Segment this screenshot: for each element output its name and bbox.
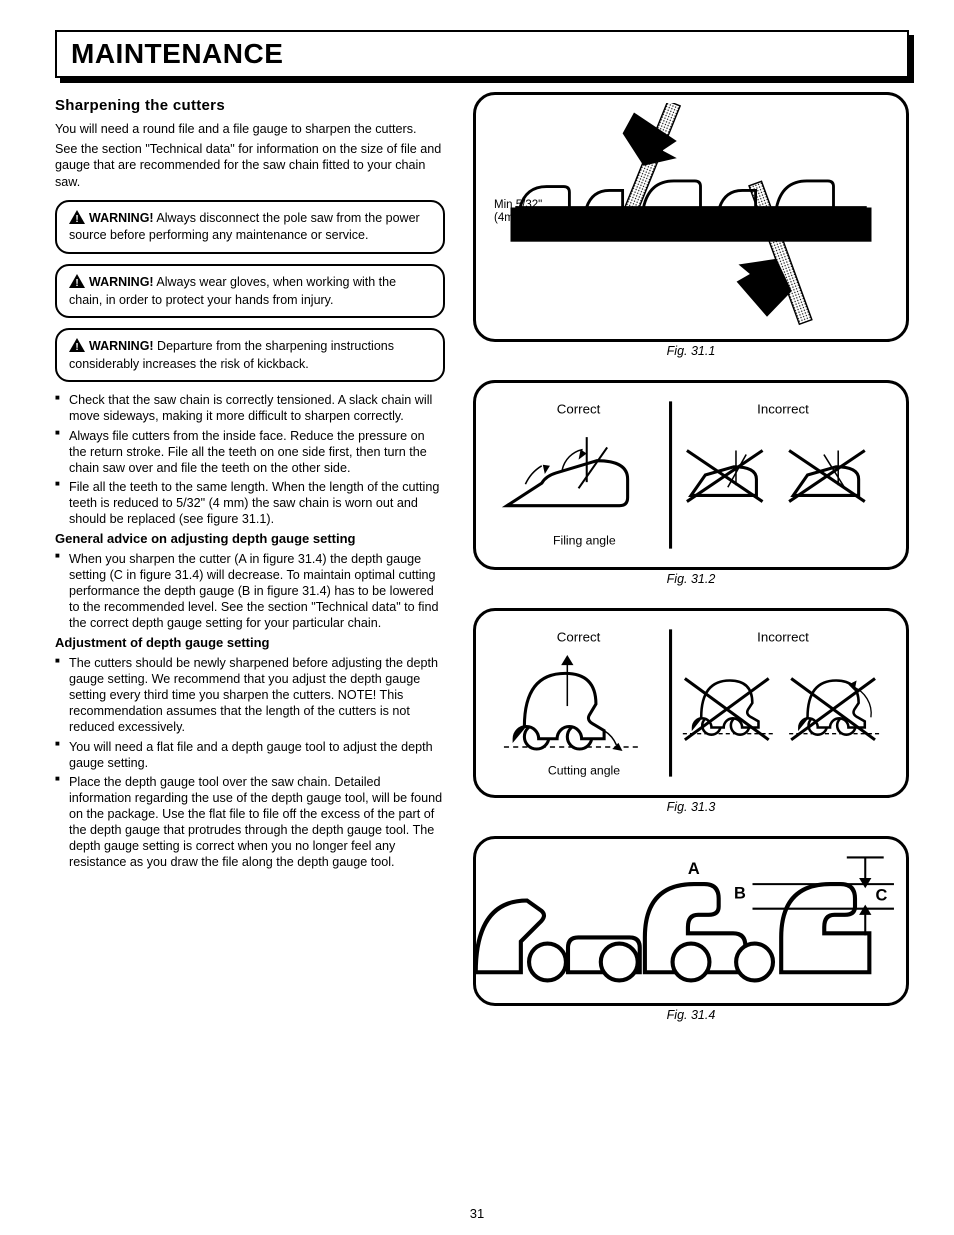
bullet-list-1: Check that the saw chain is correctly te… [55,392,445,527]
warning-label: WARNING! [89,339,154,353]
left-column: Sharpening the cutters You will need a r… [55,92,445,1022]
fig-31-2-caption: Fig. 31.2 [473,572,909,586]
warning-box-2: ! WARNING! Always wear gloves, when work… [55,264,445,318]
svg-text:A: A [688,860,700,878]
fig-31-1-label: Min 5/32" (4mm) [494,199,542,224]
svg-text:!: ! [75,278,78,288]
figure-31-1-wrap: Min 5/32" (4mm) Fig. 31.1 [473,92,909,358]
intro-paragraph-2: See the section "Technical data" for inf… [55,141,445,189]
warning-label: WARNING! [89,211,154,225]
sub-heading-1: General advice on adjusting depth gauge … [55,531,445,548]
warning-icon: ! [69,274,85,293]
figure-31-4: A B C [473,836,909,1006]
list-item: The cutters should be newly sharpened be… [55,655,445,736]
svg-text:C: C [876,887,888,905]
svg-text:B: B [734,884,746,902]
page-number: 31 [0,1206,954,1221]
list-item: Place the depth gauge tool over the saw … [55,774,445,871]
fig-param-label: Filing angle [553,534,616,548]
fig-31-4-caption: Fig. 31.4 [473,1008,909,1022]
figure-31-3: Correct Incorrect Cutting angle [473,608,909,798]
warning-icon: ! [69,210,85,229]
figure-31-2: Correct Incorrect Filing angle [473,380,909,570]
warning-icon: ! [69,338,85,357]
svg-text:Correct: Correct [557,630,601,645]
svg-text:Cutting angle: Cutting angle [548,764,620,778]
fig-31-1-caption: Fig. 31.1 [473,344,909,358]
bullet-list-2: When you sharpen the cutter (A in figure… [55,551,445,632]
list-item: Always file cutters from the inside face… [55,428,445,476]
svg-text:!: ! [75,342,78,352]
list-item: Check that the saw chain is correctly te… [55,392,445,424]
figure-31-2-wrap: Correct Incorrect Filing angle Fig. 31.2 [473,380,909,586]
svg-text:!: ! [75,214,78,224]
list-item: When you sharpen the cutter (A in figure… [55,551,445,632]
warning-box-3: ! WARNING! Departure from the sharpening… [55,328,445,382]
content-columns: Sharpening the cutters You will need a r… [55,92,909,1022]
svg-text:Incorrect: Incorrect [757,630,809,645]
figure-31-1: Min 5/32" (4mm) [473,92,909,342]
bullet-list-3: The cutters should be newly sharpened be… [55,655,445,870]
page-banner: MAINTENANCE [55,30,909,78]
fig-31-3-caption: Fig. 31.3 [473,800,909,814]
section-heading: Sharpening the cutters [55,96,445,115]
right-column: Min 5/32" (4mm) Fig. 31.1 [473,92,909,1022]
list-item: File all the teeth to the same length. W… [55,479,445,527]
sub-heading-2: Adjustment of depth gauge setting [55,635,445,652]
warning-box-1: ! WARNING! Always disconnect the pole sa… [55,200,445,254]
figure-31-4-wrap: A B C Fig. 31.4 [473,836,909,1022]
page-banner-title: MAINTENANCE [71,38,893,70]
intro-paragraph-1: You will need a round file and a file ga… [55,121,445,137]
fig-correct-label: Correct [557,402,601,417]
list-item: You will need a flat file and a depth ga… [55,739,445,771]
figure-31-3-wrap: Correct Incorrect Cutting angle Fig. 31.… [473,608,909,814]
warning-label: WARNING! [89,275,154,289]
fig-incorrect-label: Incorrect [757,402,809,417]
